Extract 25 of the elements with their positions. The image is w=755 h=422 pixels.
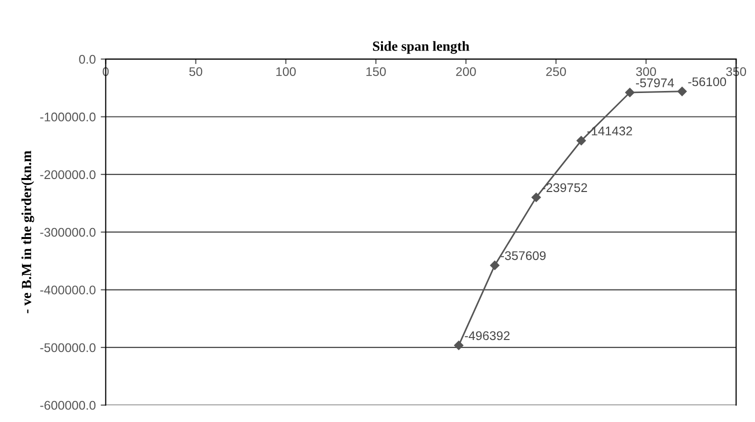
point [490,260,500,270]
data-label: -56100 [688,77,726,86]
y-tick-label: -100000.0 [40,112,96,122]
point [454,340,464,350]
point [625,88,634,98]
data-label: -357609 [500,251,546,260]
data-label: -496392 [464,331,510,340]
y-tick-label: -600000.0 [40,400,96,410]
point [576,136,586,146]
point [532,192,541,202]
x-tick-label: 150 [366,67,386,76]
y-tick-label: 0.0 [79,54,96,64]
x-tick-label: 50 [189,67,202,76]
y-tick-label: -400000.0 [40,286,96,294]
y-axis-title: - ve B.M in the girder(kn.m [21,150,34,314]
data-label: -57974 [636,78,674,88]
point [677,86,687,96]
y-tick-label: -500000.0 [40,343,96,352]
x-tick-label: 200 [456,67,476,76]
y-tick-label: -200000.0 [40,170,96,180]
x-tick-label: 100 [276,67,296,76]
x-axis-title: Side span length [373,41,470,54]
x-tick-label: 250 [546,67,566,76]
x-tick-label: 300 [636,67,656,76]
y-tick-label: -300000.0 [40,228,96,237]
